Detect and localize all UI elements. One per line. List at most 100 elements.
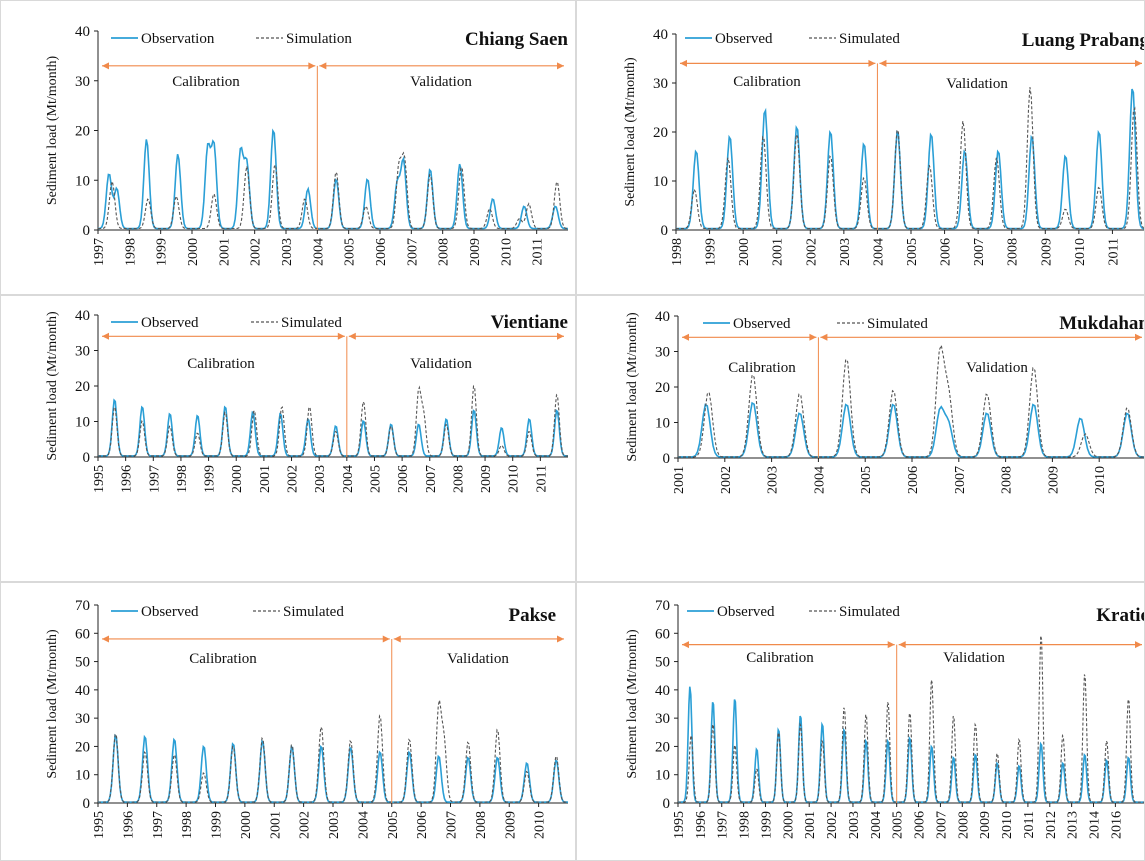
legend-simulated-label: Simulation (286, 31, 352, 47)
x-tick-label: 2010 (1073, 238, 1088, 266)
x-tick-label: 2002 (825, 811, 840, 839)
calibration-arrow-head (887, 641, 895, 649)
x-tick-label: 2000 (230, 465, 245, 493)
x-tick-label: 2005 (891, 811, 906, 839)
y-tick-label: 30 (75, 344, 90, 360)
y-axis-title: Sediment load (Mt/month) (45, 629, 60, 779)
x-tick-label: 2008 (437, 238, 452, 266)
x-tick-label: 2000 (781, 811, 796, 839)
y-tick-label: 10 (75, 415, 90, 431)
series-simulated-line (678, 343, 1144, 458)
calibration-label: Calibration (733, 74, 801, 90)
y-tick-label: 30 (655, 345, 670, 361)
y-axis-title: Sediment load (Mt/month) (625, 312, 640, 462)
station-title: Pakse (509, 605, 557, 626)
validation-arrow-head (1135, 641, 1142, 649)
validation-arrow-head (1135, 333, 1142, 341)
calibration-arrow-head (809, 333, 817, 341)
y-tick-label: 40 (75, 683, 90, 699)
x-tick-label: 1997 (92, 238, 107, 266)
legend-observed-label: Observed (715, 31, 773, 47)
x-tick-label: 1996 (120, 465, 135, 493)
chart-kratie: 0 10 20 30 40 50 60 70 Sediment load (Mt/month) 1… (625, 598, 1144, 839)
station-title: Mukdahan (1059, 313, 1145, 334)
x-tick-label: 2007 (953, 466, 968, 494)
x-tick-label: 2007 (445, 811, 460, 839)
x-tick-label: 2013 (1066, 811, 1081, 839)
series-observed-line (676, 88, 1144, 230)
x-tick-label: 2010 (533, 811, 548, 839)
x-tick-label: 2000 (186, 238, 201, 266)
y-axis-title: Sediment load (Mt/month) (623, 57, 638, 207)
validation-arrow-head (557, 332, 564, 340)
x-tick-label: 2003 (838, 238, 853, 266)
series-simulated-line (98, 384, 568, 457)
calibration-arrow-tail (102, 635, 109, 643)
validation-arrow-tail (898, 641, 906, 649)
calibration-label: Calibration (746, 650, 814, 666)
x-tick-label: 1999 (210, 811, 225, 839)
y-tick-label: 0 (661, 223, 669, 239)
x-tick-label: 2009 (479, 465, 494, 493)
y-tick-label: 40 (75, 24, 90, 40)
legend-simulated-label: Simulated (839, 604, 900, 620)
y-tick-label: 70 (75, 598, 90, 614)
panel-kratie: 0 10 20 30 40 50 60 70 Sediment load (Mt/month) 1… (576, 582, 1145, 861)
calibration-arrow-tail (682, 641, 689, 649)
x-tick-label: 2009 (1039, 238, 1054, 266)
x-tick-label: 2001 (771, 238, 786, 266)
validation-arrow-tail (319, 62, 327, 70)
x-tick-label: 2002 (298, 811, 313, 839)
x-tick-label: 2004 (356, 811, 371, 839)
y-tick-label: 30 (75, 74, 90, 90)
x-tick-label: 1997 (151, 811, 166, 839)
y-tick-label: 30 (75, 711, 90, 727)
x-tick-label: 2007 (972, 238, 987, 266)
x-tick-label: 1999 (759, 811, 774, 839)
x-tick-label: 2002 (719, 466, 734, 494)
x-tick-label: 1996 (694, 811, 709, 839)
x-tick-label: 2001 (258, 465, 273, 493)
x-tick-label: 1995 (672, 811, 687, 839)
x-tick-label: 2001 (268, 811, 283, 839)
validation-label: Validation (966, 360, 1028, 376)
y-tick-label: 70 (655, 598, 670, 614)
x-tick-label: 2010 (507, 465, 522, 493)
x-tick-label: 2010 (1000, 811, 1015, 839)
x-tick-label: 2009 (503, 811, 518, 839)
x-tick-label: 2007 (424, 465, 439, 493)
y-tick-label: 40 (655, 309, 670, 325)
validation-label: Validation (447, 651, 509, 667)
validation-arrow-head (557, 62, 564, 70)
y-tick-label: 20 (75, 124, 90, 140)
legend-observed-label: Observed (733, 316, 791, 332)
chart-mukdahan: 0 10 20 30 40 Sediment load (Mt/month) 2001 200… (625, 309, 1145, 494)
y-tick-label: 10 (653, 174, 668, 190)
x-tick-label: 2008 (451, 465, 466, 493)
series-simulated-line (98, 151, 569, 230)
y-tick-label: 20 (653, 125, 668, 141)
series-observed-line (98, 733, 569, 803)
x-tick-label: 2005 (386, 811, 401, 839)
y-axis-title: Sediment load (Mt/month) (45, 56, 60, 206)
y-tick-label: 60 (655, 626, 670, 642)
y-tick-label: 40 (655, 683, 670, 699)
chart-vientiane: 0 10 20 30 40 Sediment load (Mt/month) 1995 199… (45, 308, 568, 493)
y-tick-label: 0 (663, 451, 671, 467)
x-tick-label: 2006 (396, 465, 411, 493)
y-tick-label: 20 (75, 739, 90, 755)
x-tick-label: 1997 (716, 811, 731, 839)
series-simulated-line (676, 87, 1144, 230)
x-tick-label: 2006 (939, 238, 954, 266)
legend-observed-label: Observed (141, 604, 199, 620)
calibration-label: Calibration (172, 74, 240, 90)
x-tick-label: 2004 (311, 238, 326, 266)
x-tick-label: 1998 (738, 811, 753, 839)
legend-simulated-label: Simulated (281, 315, 342, 331)
y-tick-label: 10 (655, 768, 670, 784)
validation-arrow-head (1135, 59, 1142, 67)
validation-arrow-tail (879, 59, 887, 67)
calibration-arrow-tail (680, 59, 687, 67)
validation-arrow-tail (820, 333, 828, 341)
x-tick-label: 2011 (1106, 238, 1121, 265)
